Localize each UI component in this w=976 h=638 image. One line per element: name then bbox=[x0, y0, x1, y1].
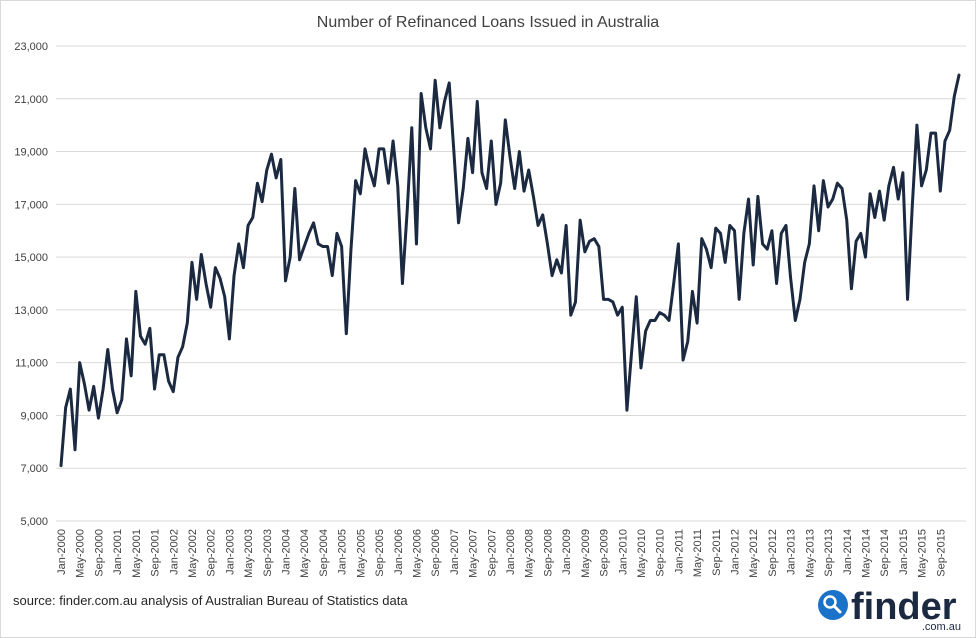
x-tick-label: Sep-2001 bbox=[150, 529, 162, 577]
x-tick-label: May-2003 bbox=[243, 529, 255, 578]
x-tick-label: Jan-2015 bbox=[898, 529, 910, 575]
source-note: source: finder.com.au analysis of Austra… bbox=[13, 593, 408, 608]
magnifier-icon bbox=[818, 590, 848, 620]
x-tick-label: May-2015 bbox=[917, 529, 929, 578]
x-tick-label: Jan-2013 bbox=[786, 529, 798, 575]
x-tick-label: May-2000 bbox=[75, 529, 87, 578]
x-tick-label: Sep-2012 bbox=[767, 529, 779, 577]
x-tick-label: May-2006 bbox=[411, 529, 423, 578]
x-tick-label: Jan-2012 bbox=[730, 529, 742, 575]
y-tick-label: 13,000 bbox=[14, 305, 48, 317]
y-tick-label: 19,000 bbox=[14, 147, 48, 159]
x-tick-label: Sep-2014 bbox=[879, 529, 891, 577]
x-tick-label: Sep-2005 bbox=[374, 529, 386, 577]
logo-domain: .com.au bbox=[922, 621, 961, 633]
x-tick-label: Sep-2006 bbox=[430, 529, 442, 577]
y-tick-label: 7,000 bbox=[20, 463, 48, 475]
finder-logo: finder .com.au bbox=[818, 586, 961, 633]
x-tick-label: May-2002 bbox=[187, 529, 199, 578]
x-tick-label: Sep-2010 bbox=[655, 529, 667, 577]
x-tick-label: May-2005 bbox=[355, 529, 367, 578]
y-tick-label: 23,000 bbox=[14, 41, 48, 53]
y-tick-label: 21,000 bbox=[14, 94, 48, 106]
x-tick-label: May-2008 bbox=[524, 529, 536, 578]
logo-wordmark: finder bbox=[851, 586, 957, 628]
gridlines bbox=[56, 45, 966, 522]
x-tick-label: May-2012 bbox=[748, 529, 760, 578]
x-tick-label: May-2013 bbox=[804, 529, 816, 578]
x-tick-label: Jan-2006 bbox=[393, 529, 405, 575]
y-axis: 5,000 7,000 9,000 11,000 13,000 15,000 17,000 1… bbox=[14, 41, 48, 528]
x-tick-label: Jan-2009 bbox=[561, 529, 573, 575]
x-tick-label: May-2010 bbox=[636, 529, 648, 578]
series-line bbox=[59, 73, 961, 468]
x-tick-label: May-2009 bbox=[580, 529, 592, 578]
x-tick-label: May-2004 bbox=[299, 529, 311, 578]
x-tick-label: Jan-2011 bbox=[673, 529, 685, 574]
x-tick-label: Sep-2013 bbox=[823, 529, 835, 577]
y-tick-label: 17,000 bbox=[14, 199, 48, 211]
x-tick-label: May-2014 bbox=[860, 529, 872, 578]
x-tick-label: Jan-2004 bbox=[281, 529, 293, 575]
x-tick-label: May-2007 bbox=[468, 529, 480, 578]
y-tick-label: 11,000 bbox=[15, 358, 48, 370]
x-tick-label: Jan-2002 bbox=[168, 529, 180, 575]
x-tick-label: Sep-2009 bbox=[599, 529, 611, 577]
x-tick-label: Jan-2010 bbox=[617, 529, 629, 575]
x-tick-label: Sep-2007 bbox=[486, 529, 498, 577]
x-tick-label: Sep-2003 bbox=[262, 529, 274, 577]
x-tick-label: Jan-2008 bbox=[505, 529, 517, 575]
x-tick-label: Sep-2008 bbox=[542, 529, 554, 577]
chart-title: Number of Refinanced Loans Issued in Aus… bbox=[317, 14, 660, 31]
y-tick-label: 15,000 bbox=[14, 252, 48, 264]
x-tick-label: Jan-2007 bbox=[449, 529, 461, 575]
x-tick-label: Jan-2001 bbox=[112, 529, 124, 575]
x-tick-label: May-2001 bbox=[131, 529, 143, 578]
y-tick-label: 5,000 bbox=[20, 516, 48, 528]
x-tick-label: Jan-2003 bbox=[224, 529, 236, 575]
x-tick-label: Sep-2004 bbox=[318, 529, 330, 577]
x-tick-label: Sep-2011 bbox=[711, 529, 723, 576]
x-tick-label: Sep-2015 bbox=[935, 529, 947, 577]
y-tick-label: 9,000 bbox=[20, 410, 48, 422]
x-tick-label: Jan-2005 bbox=[337, 529, 349, 575]
x-tick-label: Sep-2002 bbox=[206, 529, 218, 577]
x-axis: Jan-2000 May-2000 Sep-2000 Jan-2001 May-2001… bbox=[56, 529, 947, 578]
x-tick-label: May-2011 bbox=[692, 529, 704, 577]
x-tick-label: Jan-2014 bbox=[842, 529, 854, 575]
x-tick-label: Sep-2000 bbox=[93, 529, 105, 577]
x-tick-label: Jan-2000 bbox=[56, 529, 68, 575]
